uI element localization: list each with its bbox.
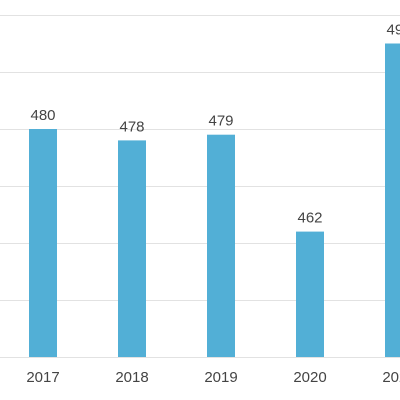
value-label: 480 [30,107,55,124]
bar [118,140,146,357]
value-label: 462 [297,210,322,227]
value-label: 495 [386,21,400,38]
value-label: 478 [119,118,144,135]
bar [207,134,235,357]
bar [296,231,324,357]
x-tick-label: 2019 [204,369,237,386]
bar [385,43,400,357]
value-label: 479 [208,113,233,130]
x-tick-label: 2021 [382,369,400,386]
x-tick-label: 2018 [115,369,148,386]
bar [29,129,57,357]
x-tick-label: 2017 [26,369,59,386]
x-tick-label: 2020 [293,369,326,386]
